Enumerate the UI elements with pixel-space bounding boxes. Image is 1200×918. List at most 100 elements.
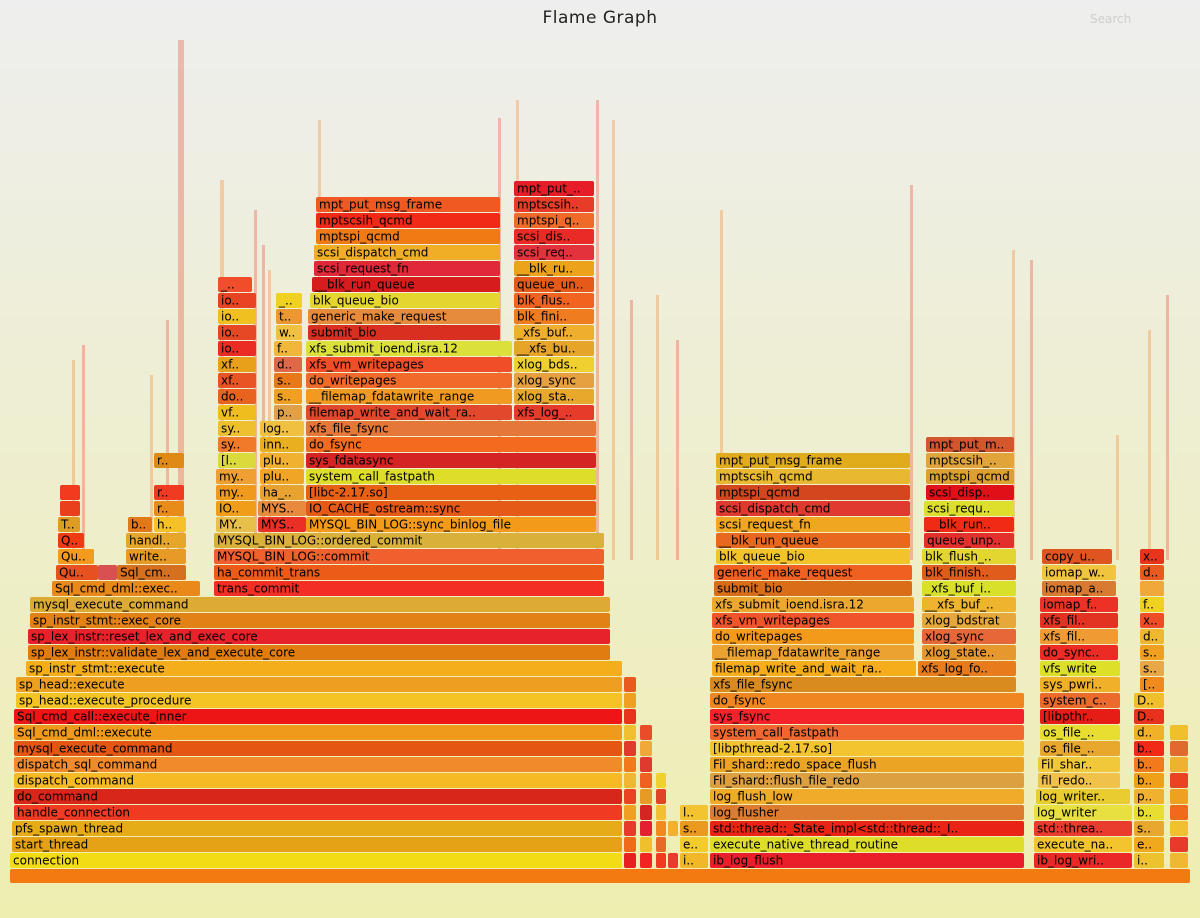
flame-frame[interactable]: __filemap_fdatawrite_range	[306, 389, 512, 404]
frame-rect[interactable]	[154, 485, 184, 500]
flame-frame[interactable]: [l..	[218, 453, 256, 468]
flame-frame[interactable]: x..	[1140, 549, 1164, 564]
frame-rect[interactable]	[716, 485, 910, 500]
frame-rect[interactable]	[716, 533, 910, 548]
frame-rect[interactable]	[656, 773, 666, 788]
flame-frame[interactable]: vf..	[218, 405, 256, 420]
flame-frame[interactable]: std::thread::_State_impl<std::thread::_I…	[710, 821, 1024, 836]
flame-frame[interactable]: xfs_fil..	[1040, 629, 1118, 644]
frame-rect[interactable]	[218, 357, 256, 372]
flame-frame[interactable]: IO_CACHE_ostream::sync	[306, 501, 596, 516]
flame-frame[interactable]	[656, 853, 666, 868]
flame-frame[interactable]: io..	[218, 309, 256, 324]
flame-frame[interactable]	[656, 821, 666, 836]
flame-frame[interactable]: log_writer	[1034, 805, 1132, 820]
frame-rect[interactable]	[712, 597, 914, 612]
frame-rect[interactable]	[218, 453, 256, 468]
frame-rect[interactable]	[624, 821, 636, 836]
frame-rect[interactable]	[260, 453, 304, 468]
frame-rect[interactable]	[306, 357, 512, 372]
frame-rect[interactable]	[712, 645, 914, 660]
flame-frame[interactable]: xfs_vm_writepages	[306, 357, 512, 372]
flame-frame[interactable]	[624, 853, 636, 868]
frame-rect[interactable]	[1140, 645, 1164, 660]
frame-rect[interactable]	[710, 853, 1024, 868]
flame-frame[interactable]: blk_flus..	[514, 293, 594, 308]
flame-frame[interactable]	[1170, 757, 1188, 772]
frame-rect[interactable]	[640, 853, 652, 868]
flame-frame[interactable]: i..	[680, 853, 708, 868]
frame-rect[interactable]	[1170, 837, 1188, 852]
frame-rect[interactable]	[1038, 757, 1120, 772]
flame-frame[interactable]: Qu..	[58, 549, 94, 564]
frame-rect[interactable]	[710, 773, 1024, 788]
frame-rect[interactable]	[1034, 805, 1132, 820]
flame-frame[interactable]: execute_na..	[1034, 837, 1132, 852]
frame-rect[interactable]	[218, 405, 256, 420]
frame-rect[interactable]	[1134, 821, 1164, 836]
frame-rect[interactable]	[14, 741, 622, 756]
flame-frame[interactable]	[10, 869, 1190, 883]
flame-frame[interactable]: b..	[128, 517, 152, 532]
flame-frame[interactable]: Fil_shar..	[1038, 757, 1120, 772]
frame-rect[interactable]	[1140, 629, 1164, 644]
frame-rect[interactable]	[98, 565, 117, 580]
frame-rect[interactable]	[514, 309, 594, 324]
flame-frame[interactable]: p..	[274, 405, 302, 420]
flame-frame[interactable]	[640, 853, 652, 868]
flame-frame[interactable]: xlog_sync	[514, 373, 594, 388]
flame-frame[interactable]: MYS..	[258, 517, 306, 532]
frame-rect[interactable]	[274, 357, 302, 372]
frame-rect[interactable]	[1040, 677, 1120, 692]
frame-rect[interactable]	[14, 805, 622, 820]
flame-frame[interactable]: h..	[154, 517, 186, 532]
frame-rect[interactable]	[640, 805, 652, 820]
frame-rect[interactable]	[276, 309, 302, 324]
flame-frame[interactable]: scsi_requ..	[924, 501, 1014, 516]
flame-frame[interactable]: _xfs_buf_i..	[922, 581, 1016, 596]
flame-frame[interactable]: my..	[216, 469, 256, 484]
frame-rect[interactable]	[260, 469, 304, 484]
frame-rect[interactable]	[214, 533, 604, 548]
flame-frame[interactable]	[656, 837, 666, 852]
flame-frame[interactable]: Sql_cmd_call::execute_inner	[14, 709, 622, 724]
frame-rect[interactable]	[514, 245, 594, 260]
flame-frame[interactable]	[640, 789, 652, 804]
frame-rect[interactable]	[306, 469, 596, 484]
frame-rect[interactable]	[1040, 725, 1120, 740]
flame-frame[interactable]	[624, 789, 636, 804]
frame-rect[interactable]	[216, 469, 256, 484]
frame-rect[interactable]	[716, 469, 910, 484]
frame-rect[interactable]	[624, 837, 636, 852]
flame-frame[interactable]: scsi_request_fn	[716, 517, 910, 532]
flame-frame[interactable]: my..	[216, 485, 256, 500]
flame-frame[interactable]: filemap_write_and_wait_ra..	[306, 405, 512, 420]
frame-rect[interactable]	[30, 613, 610, 628]
frame-rect[interactable]	[218, 373, 256, 388]
flame-frame[interactable]: b..	[1134, 741, 1164, 756]
frame-rect[interactable]	[710, 805, 1024, 820]
flame-frame[interactable]: sp_lex_instr::validate_lex_and_execute_c…	[28, 645, 610, 660]
frame-rect[interactable]	[306, 437, 596, 452]
frame-rect[interactable]	[260, 421, 304, 436]
flame-frame[interactable]: xlog_sync	[922, 629, 1016, 644]
flame-frame[interactable]: ib_log_wri..	[1034, 853, 1132, 868]
frame-rect[interactable]	[926, 453, 1014, 468]
frame-rect[interactable]	[1140, 549, 1164, 564]
frame-rect[interactable]	[1034, 821, 1132, 836]
flame-frame[interactable]: handle_connection	[14, 805, 622, 820]
frame-rect[interactable]	[1170, 821, 1188, 836]
flame-frame[interactable]: scsi_dispatch_cmd	[716, 501, 910, 516]
flame-frame[interactable]: [libpthread-2.17.so]	[710, 741, 1024, 756]
flame-frame[interactable]	[1170, 773, 1188, 788]
flame-frame[interactable]: do_command	[14, 789, 622, 804]
flame-frame[interactable]: Sql_cmd_dml::exec..	[52, 581, 200, 596]
flame-frame[interactable]: generic_make_request	[308, 309, 500, 324]
flame-frame[interactable]: io..	[218, 293, 256, 308]
flame-frame[interactable]: inn..	[260, 437, 304, 452]
frame-rect[interactable]	[1140, 677, 1164, 692]
frame-rect[interactable]	[14, 789, 622, 804]
frame-rect[interactable]	[1170, 805, 1188, 820]
frame-rect[interactable]	[926, 485, 1014, 500]
flame-frame[interactable]: _..	[276, 293, 302, 308]
